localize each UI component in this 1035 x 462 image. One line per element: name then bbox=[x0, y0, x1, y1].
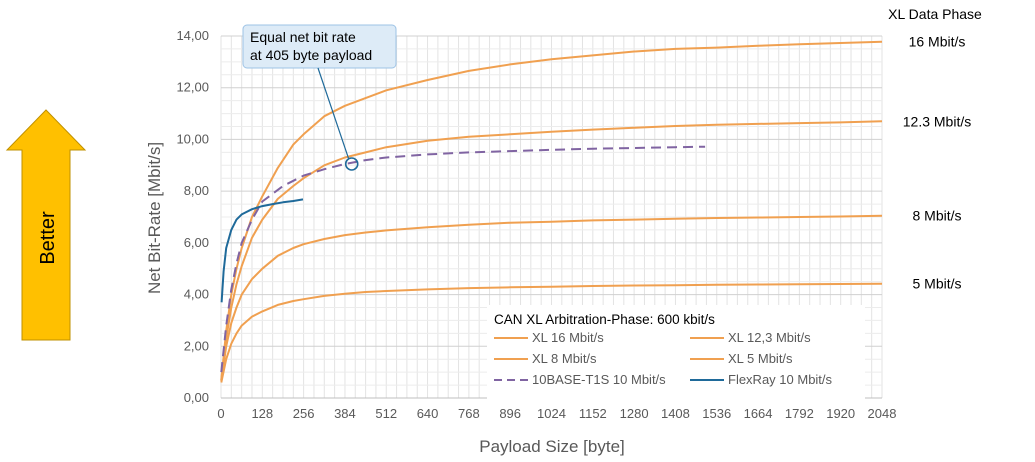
legend-label-5: FlexRay 10 Mbit/s bbox=[728, 372, 833, 387]
x-tick-label: 512 bbox=[375, 406, 397, 421]
legend-label-3: XL 5 Mbit/s bbox=[728, 351, 793, 366]
series-line-3 bbox=[220, 282, 883, 383]
x-tick-label: 640 bbox=[417, 406, 439, 421]
series-group bbox=[220, 40, 883, 383]
annotation: Equal net bit rate at 405 byte payload bbox=[242, 24, 397, 171]
x-tick-label: 2048 bbox=[868, 406, 897, 421]
legend-label-1: XL 12,3 Mbit/s bbox=[728, 330, 811, 345]
y-tick-label: 2,00 bbox=[184, 338, 209, 353]
legend: CAN XL Arbitration-Phase: 600 kbit/s XL … bbox=[487, 305, 865, 399]
right-rate-label: 16 Mbit/s bbox=[909, 34, 966, 50]
better-arrow: Better bbox=[5, 109, 87, 341]
legend-label-4: 10BASE-T1S 10 Mbit/s bbox=[532, 372, 666, 387]
y-tick-label: 0,00 bbox=[184, 390, 209, 405]
y-tick-label: 14,00 bbox=[176, 28, 209, 43]
y-tick-label: 8,00 bbox=[184, 183, 209, 198]
legend-background bbox=[487, 305, 865, 399]
right-rate-label: 12.3 Mbit/s bbox=[903, 113, 971, 129]
annotation-marker bbox=[344, 157, 359, 171]
better-label: Better bbox=[37, 211, 59, 265]
y-tick-label: 4,00 bbox=[184, 287, 209, 302]
x-tick-label: 1664 bbox=[744, 406, 773, 421]
x-tick-label: 0 bbox=[217, 406, 224, 421]
tick-labels: 0 128 256 384 512 640 768 896 1024 1152 1280 1408 15… bbox=[176, 28, 896, 421]
y-tick-label: 10,00 bbox=[176, 131, 209, 146]
x-tick-label: 1152 bbox=[579, 406, 607, 421]
legend-label-2: XL 8 Mbit/s bbox=[532, 351, 597, 366]
right-rate-label: 5 Mbit/s bbox=[912, 276, 961, 292]
legend-label-0: XL 16 Mbit/s bbox=[532, 330, 604, 345]
y-axis-title: Net Bit-Rate [Mbit/s] bbox=[145, 142, 164, 294]
x-tick-label: 896 bbox=[499, 406, 521, 421]
x-tick-label: 1536 bbox=[702, 406, 731, 421]
better-arrow-shape bbox=[5, 109, 87, 341]
series-line-4 bbox=[220, 145, 706, 373]
series-line-2 bbox=[220, 214, 883, 382]
right-labels: 16 Mbit/s 12.3 Mbit/s 8 Mbit/s 5 Mbit/s bbox=[903, 34, 971, 292]
x-tick-label: 384 bbox=[334, 406, 356, 421]
legend-title: CAN XL Arbitration-Phase: 600 kbit/s bbox=[494, 312, 715, 327]
annotation-box bbox=[242, 24, 397, 69]
right-rate-label: 8 Mbit/s bbox=[912, 208, 961, 224]
y-tick-label: 12,00 bbox=[176, 80, 209, 95]
x-tick-label: 128 bbox=[251, 406, 273, 421]
annotation-leader-line bbox=[317, 67, 350, 160]
x-tick-label: 1408 bbox=[661, 406, 690, 421]
series-line-0 bbox=[220, 40, 883, 380]
x-axis-title: Payload Size [byte] bbox=[479, 437, 625, 456]
series-line-1 bbox=[220, 120, 883, 381]
x-tick-label: 1920 bbox=[826, 406, 855, 421]
x-tick-label: 768 bbox=[458, 406, 480, 421]
annotation-line-1: Equal net bit rate bbox=[250, 29, 356, 45]
right-header: XL Data Phase bbox=[888, 6, 982, 22]
annotation-line-2: at 405 byte payload bbox=[250, 47, 372, 63]
x-tick-label: 1280 bbox=[620, 406, 649, 421]
y-tick-label: 6,00 bbox=[184, 235, 209, 250]
x-tick-label: 256 bbox=[293, 406, 315, 421]
x-tick-label: 1024 bbox=[537, 406, 566, 421]
x-tick-label: 1792 bbox=[785, 406, 814, 421]
series-line-5 bbox=[220, 198, 304, 303]
